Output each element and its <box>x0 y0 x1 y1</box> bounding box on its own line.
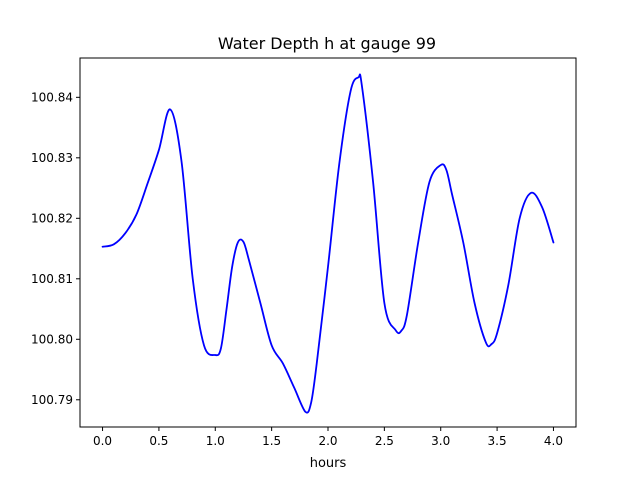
y-tick-label: 100.82 <box>31 211 73 225</box>
series-line <box>101 73 555 414</box>
x-tick-label: 1.5 <box>262 434 281 448</box>
series-group <box>101 73 555 414</box>
y-tick-label: 100.79 <box>31 393 73 407</box>
y-tick-label: 100.83 <box>31 151 73 165</box>
x-tick-label: 0.0 <box>93 434 112 448</box>
x-axis-label: hours <box>310 456 347 471</box>
x-axis-ticks: 0.0 0.5 1.0 1.5 2.0 2.5 3.0 3.5 4.0 <box>93 427 563 448</box>
y-tick-label: 100.80 <box>31 332 73 346</box>
y-tick-label: 100.81 <box>31 272 73 286</box>
y-axis-ticks: 100.79 100.80 100.81 100.82 100.83 100.84 <box>31 90 80 407</box>
x-tick-label: 0.5 <box>149 434 168 448</box>
plot-area-frame <box>79 57 577 428</box>
x-tick-label: 1.0 <box>206 434 225 448</box>
x-tick-label: 4.0 <box>544 434 563 448</box>
chart-title: Water Depth h at gauge 99 <box>218 34 436 53</box>
y-tick-label: 100.84 <box>31 90 73 104</box>
x-tick-label: 2.5 <box>375 434 394 448</box>
x-tick-label: 3.5 <box>488 434 507 448</box>
x-tick-label: 2.0 <box>318 434 337 448</box>
x-tick-label: 3.0 <box>431 434 450 448</box>
